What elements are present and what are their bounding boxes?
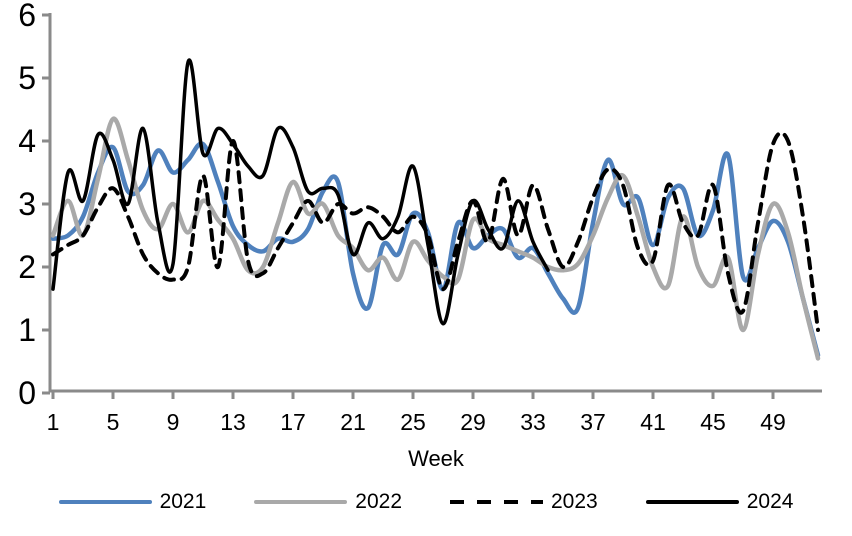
legend-label-2023: 2023 — [551, 490, 598, 513]
legend-item-2023: 2023 — [450, 490, 598, 514]
y-tick-label: 6 — [18, 0, 36, 33]
x-tick-label: 25 — [400, 409, 426, 435]
x-tick-label: 33 — [520, 409, 546, 435]
x-tick-label: 37 — [580, 409, 606, 435]
y-axis-ticks: 0 1 2 3 4 5 6 — [18, 0, 50, 411]
legend-item-2021: 2021 — [58, 490, 207, 514]
x-axis-title: Week — [408, 446, 464, 471]
axes — [48, 13, 822, 393]
legend-label-2021: 2021 — [159, 490, 207, 513]
y-tick-label: 1 — [18, 312, 36, 348]
x-tick-label: 9 — [167, 409, 180, 435]
legend-swatch-2024-line — [645, 500, 739, 504]
y-tick-label: 4 — [18, 123, 36, 159]
y-tick-label: 0 — [18, 375, 36, 411]
y-tick-label: 3 — [18, 186, 36, 222]
x-tick-label: 5 — [107, 409, 120, 435]
legend-item-2024: 2024 — [645, 490, 794, 514]
legend-label-2024: 2024 — [746, 490, 794, 513]
series-line-2022 — [50, 116, 821, 361]
legend-swatch-2022-line — [254, 500, 348, 504]
x-tick-label: 13 — [220, 409, 246, 435]
series-line-2021 — [50, 141, 821, 358]
x-tick-label: 29 — [460, 409, 486, 435]
legend-item-2022: 2022 — [254, 490, 402, 514]
legend-label-2022: 2022 — [355, 490, 402, 513]
x-tick-label: 21 — [340, 409, 366, 435]
series-line-2024 — [51, 58, 550, 326]
legend: 2021 2022 2023 2024 — [0, 490, 852, 514]
x-axis-ticks: 1 5 9 13 17 21 25 29 33 37 41 45 49 — [47, 391, 786, 435]
x-tick-label: 49 — [760, 409, 786, 435]
x-tick-label: 45 — [700, 409, 726, 435]
legend-swatch-2023-dashed-line — [450, 500, 543, 504]
x-tick-label: 17 — [280, 409, 306, 435]
y-tick-label: 5 — [18, 60, 36, 96]
y-tick-label: 2 — [18, 249, 36, 285]
series-line-2023 — [51, 130, 820, 332]
x-tick-label: 1 — [47, 409, 60, 435]
x-tick-label: 41 — [640, 409, 666, 435]
legend-swatch-2021-line — [58, 500, 152, 504]
